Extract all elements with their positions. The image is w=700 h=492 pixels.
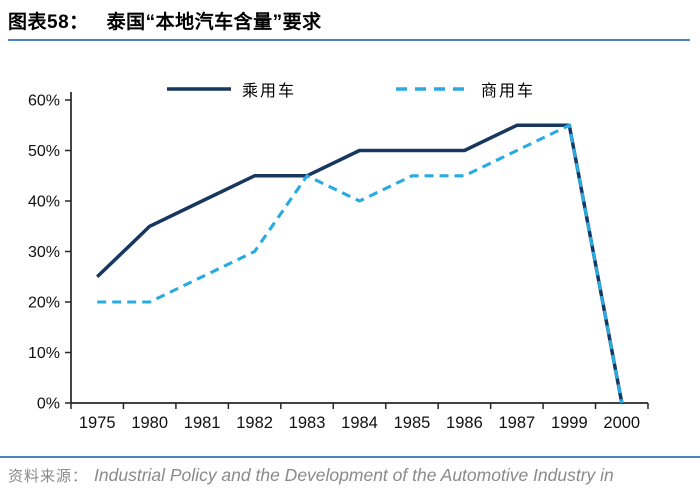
x-tick-label: 1987	[499, 414, 536, 432]
x-tick-label: 2000	[603, 414, 640, 432]
x-tick-label: 1981	[184, 414, 221, 432]
figure-title-text: 泰国“本地汽车含量”要求	[106, 12, 322, 33]
chart-legend: 乘用车 商用车	[0, 78, 700, 100]
y-tick-label: 10%	[28, 345, 60, 362]
x-tick-label: 1984	[341, 414, 378, 432]
legend-item-commercial: 商用车	[394, 77, 535, 101]
solid-line-swatch-icon	[166, 87, 231, 91]
source-footer: 资料来源： Industrial Policy and the Developme…	[0, 456, 700, 492]
x-tick-label: 1986	[446, 414, 483, 432]
y-tick-label: 40%	[28, 194, 60, 211]
y-tick-label: 60%	[28, 93, 60, 110]
x-tick-label: 1999	[551, 414, 588, 432]
x-tick-label: 1975	[79, 414, 116, 432]
series-line-1	[97, 123, 624, 404]
dashed-line-swatch-icon	[396, 87, 470, 91]
figure-number: 图表58：	[8, 12, 89, 33]
legend-item-passenger: 乘用车	[165, 77, 296, 101]
series-line-0	[95, 123, 624, 404]
y-tick-label: 30%	[28, 244, 60, 261]
y-tick-label: 0%	[37, 396, 60, 413]
legend-label-passenger: 乘用车	[241, 83, 296, 100]
x-tick-label: 1980	[131, 414, 168, 432]
source-citation: Industrial Policy and the Development of…	[94, 465, 614, 485]
source-label: 资料来源：	[8, 468, 89, 485]
y-tick-label: 50%	[28, 143, 60, 160]
y-tick-label: 20%	[28, 295, 60, 312]
figure-header: 图表58： 泰国“本地汽车含量”要求	[0, 0, 700, 41]
legend-label-commercial: 商用车	[481, 83, 536, 100]
x-tick-label: 1983	[289, 414, 326, 432]
x-tick-label: 1985	[394, 414, 431, 432]
figure-title: 图表58： 泰国“本地汽车含量”要求	[8, 7, 690, 34]
title-divider	[8, 39, 690, 41]
x-tick-label: 1982	[236, 414, 273, 432]
line-chart: 0% 10% 20% 30% 40% 50% 60% 1975 1980 1981 1982 1983…	[28, 92, 649, 432]
